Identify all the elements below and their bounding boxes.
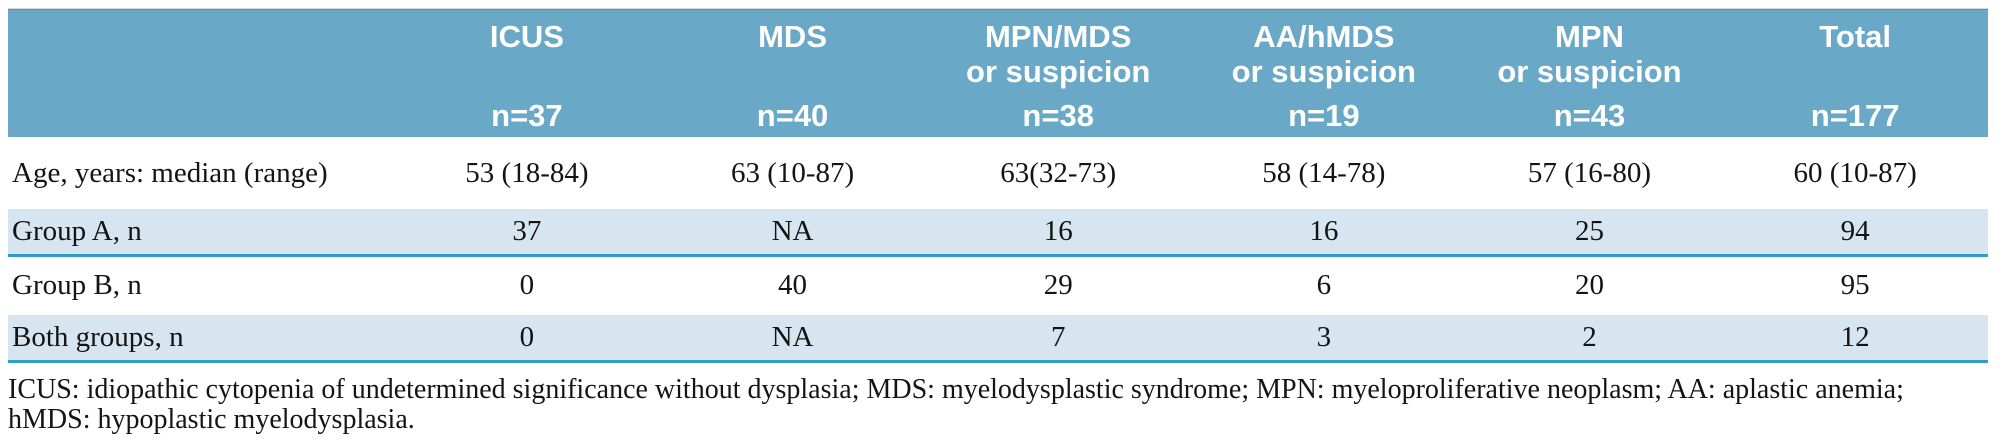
column-header: ICUS n=37 <box>394 8 660 137</box>
column-header: MPN/MDS or suspicion n=38 <box>925 8 1192 137</box>
cell-value: 53 (18-84) <box>465 156 589 189</box>
cell-value: 40 <box>778 269 808 302</box>
column-header: MPN or suspicion n=43 <box>1456 8 1723 137</box>
cell-value: 20 <box>1574 269 1604 302</box>
cell-value: 12 <box>1722 315 1988 363</box>
column-title: AA/hMDS <box>1253 19 1395 54</box>
column-n-count: n=40 <box>756 98 829 133</box>
column-n-count: n=38 <box>1022 98 1094 133</box>
cell-value: 7 <box>925 315 1192 363</box>
column-header-content: MPN/MDS or suspicion n=38 <box>925 10 1191 137</box>
cell-value: 2 <box>1456 315 1723 363</box>
column-header-content: MPN or suspicion n=43 <box>1457 10 1723 137</box>
column-header-title-block: MPN or suspicion <box>1497 19 1682 89</box>
column-title: MPN/MDS <box>984 19 1132 54</box>
column-header-content: AA/hMDS or suspicion n=19 <box>1191 10 1457 137</box>
table-body: Age, years: median (range) 53 (18-84) 63 (… <box>8 137 1988 363</box>
column-subtitle: or suspicion <box>1497 53 1682 89</box>
column-header-title-block: MDS <box>758 19 827 55</box>
column-title: Total <box>1819 19 1892 54</box>
column-header-title-block: Total <box>1819 19 1892 55</box>
column-subtitle: or suspicion <box>966 53 1151 89</box>
row-label: Age, years: median (range) <box>12 156 328 189</box>
cell-value: 29 <box>1043 269 1073 302</box>
column-title: MDS <box>758 19 827 54</box>
column-header-content: Total n=177 <box>1722 10 1988 137</box>
cell-value: 3 <box>1191 315 1457 363</box>
column-header-title-block: MPN/MDS or suspicion <box>966 19 1151 89</box>
cell-value: 58 (14-78) <box>1262 156 1386 189</box>
cell-value: 0 <box>519 269 535 302</box>
patient-characteristics-table: ICUS n=37 MDS n=40 MPN/MDS or suspicion n=38 AA… <box>8 8 1988 363</box>
cell-value: 0 <box>394 315 660 363</box>
cell-value: NA <box>659 315 926 363</box>
cell-value: 63 (10-87) <box>730 156 855 189</box>
column-header: Total n=177 <box>1722 8 1988 137</box>
table-figure: ICUS n=37 MDS n=40 MPN/MDS or suspicion n=38 AA… <box>8 8 1988 436</box>
column-subtitle: or suspicion <box>1231 53 1416 89</box>
cell-value: 63(32-73) <box>1000 156 1117 189</box>
cell-value: 95 <box>1840 269 1870 302</box>
row-label: Group B, n <box>12 269 142 302</box>
table-row: Both groups, n 0 NA 7 3 2 12 <box>8 315 1988 363</box>
row-label: Group A, n <box>8 209 395 257</box>
column-n-count: n=19 <box>1288 98 1360 133</box>
cell-value: 16 <box>1191 209 1457 257</box>
cell-value: 57 (16-80) <box>1527 156 1652 189</box>
column-header-content <box>8 10 394 137</box>
cell-value: 37 <box>394 209 660 257</box>
row-label: Both groups, n <box>8 315 395 363</box>
column-title: MPN <box>1555 19 1624 54</box>
table-row: Group A, n 37 NA 16 16 25 94 <box>8 209 1988 257</box>
header-row: ICUS n=37 MDS n=40 MPN/MDS or suspicion n=38 AA… <box>8 8 1988 137</box>
column-header-content: ICUS n=37 <box>394 10 660 137</box>
cell-value: 25 <box>1456 209 1723 257</box>
column-n-count: n=37 <box>491 98 563 133</box>
column-header: MDS n=40 <box>659 8 926 137</box>
table-footnote: ICUS: idiopathic cytopenia of undetermin… <box>8 373 1904 436</box>
column-n-count: n=43 <box>1553 98 1626 133</box>
cell-value: 60 (10-87) <box>1793 156 1917 189</box>
cell-value: 16 <box>925 209 1192 257</box>
cell-value: 94 <box>1722 209 1988 257</box>
column-header: AA/hMDS or suspicion n=19 <box>1191 8 1457 137</box>
column-header-content: MDS n=40 <box>660 10 926 137</box>
empty-header-cell <box>8 8 395 137</box>
table-row: Group B, n 0 40 29 6 20 95 <box>8 255 1988 315</box>
cell-value: NA <box>659 209 926 257</box>
cell-value: 6 <box>1316 269 1332 302</box>
column-title: ICUS <box>489 19 564 54</box>
column-header-title-block: AA/hMDS or suspicion <box>1231 19 1416 89</box>
column-header-title-block: ICUS <box>489 19 564 55</box>
column-n-count: n=177 <box>1810 98 1900 133</box>
table-row: Age, years: median (range) 53 (18-84) 63 (… <box>8 137 1988 209</box>
